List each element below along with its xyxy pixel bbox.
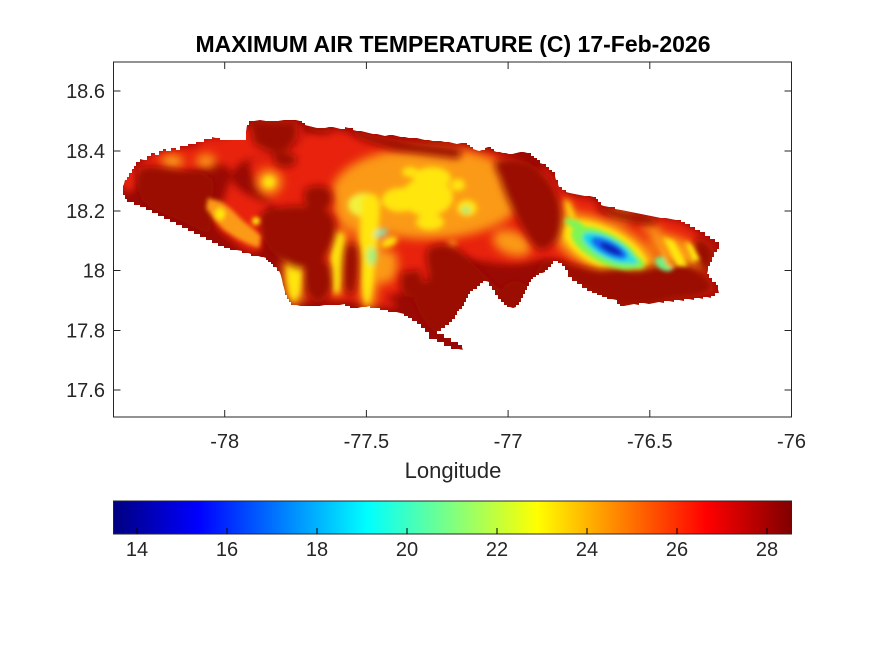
svg-text:26: 26 [666,539,688,561]
svg-text:-77: -77 [494,431,523,453]
svg-text:-76: -76 [777,431,806,453]
svg-text:16: 16 [216,539,238,561]
svg-text:17.8: 17.8 [66,321,105,343]
svg-text:MAXIMUM AIR TEMPERATURE (C) 17: MAXIMUM AIR TEMPERATURE (C) 17-Feb-2026 [196,31,711,57]
svg-text:22: 22 [486,539,508,561]
svg-text:14: 14 [126,539,148,561]
svg-text:17.6: 17.6 [66,380,105,402]
svg-text:18.2: 18.2 [66,201,105,223]
svg-text:18.4: 18.4 [66,141,105,163]
svg-text:24: 24 [576,539,598,561]
svg-text:18.6: 18.6 [66,81,105,103]
svg-text:Longitude: Longitude [405,458,502,483]
svg-text:18: 18 [306,539,328,561]
svg-text:20: 20 [396,539,418,561]
svg-text:-76.5: -76.5 [627,431,673,453]
svg-text:-77.5: -77.5 [344,431,390,453]
svg-text:28: 28 [756,539,778,561]
svg-text:-78: -78 [210,431,239,453]
svg-text:18: 18 [83,261,105,283]
